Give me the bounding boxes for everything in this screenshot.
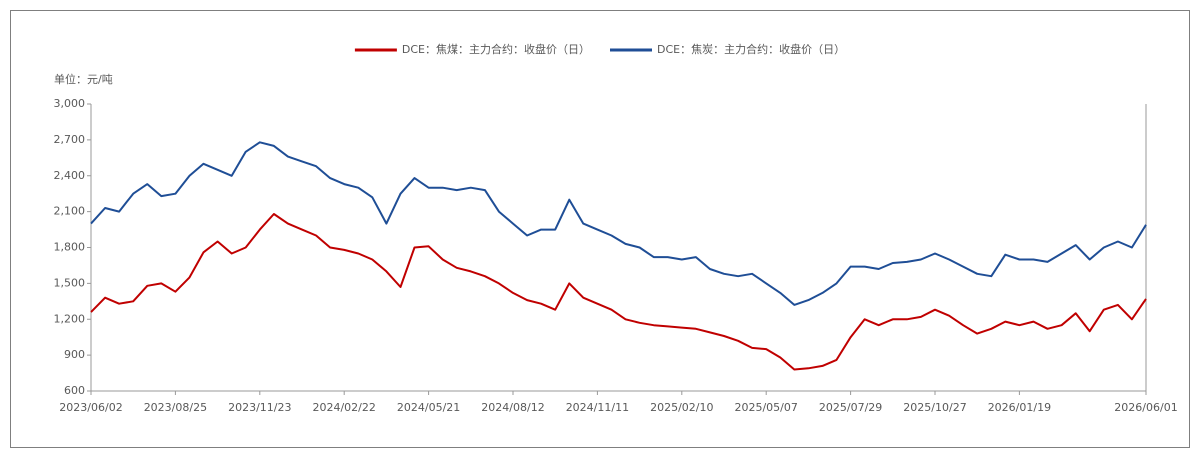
y-tick-label: 1,800 <box>54 241 86 254</box>
x-tick-label: 2025/02/10 <box>650 401 713 414</box>
x-tick-label: 2024/11/11 <box>566 401 629 414</box>
x-tick-label: 2023/06/02 <box>59 401 122 414</box>
x-tick-label: 2023/08/25 <box>144 401 207 414</box>
y-tick-label: 900 <box>64 348 85 361</box>
x-tick-label: 2025/05/07 <box>734 401 797 414</box>
y-tick-label: 1,200 <box>54 312 86 325</box>
x-tick-label: 2024/02/22 <box>312 401 375 414</box>
legend-label: DCE：焦煤：主力合约：收盘价（日） <box>402 42 590 56</box>
series-line <box>90 141 1147 306</box>
y-tick-label: 600 <box>64 384 85 397</box>
x-tick-label: 2024/08/12 <box>481 401 544 414</box>
series-line <box>90 213 1147 371</box>
x-tick-label: 2023/11/23 <box>228 401 291 414</box>
unit-label: 单位：元/吨 <box>54 72 113 86</box>
x-tick-label: 2026/06/01 <box>1114 401 1177 414</box>
legend-label: DCE：焦炭：主力合约：收盘价（日） <box>657 42 845 56</box>
y-tick-label: 2,700 <box>54 133 86 146</box>
x-tick-label: 2026/01/19 <box>988 401 1051 414</box>
y-tick-label: 3,000 <box>54 97 86 110</box>
y-tick-label: 1,500 <box>54 276 86 289</box>
x-tick-label: 2025/07/29 <box>819 401 882 414</box>
y-tick-label: 2,100 <box>54 205 86 218</box>
x-tick-label: 2025/10/27 <box>903 401 966 414</box>
y-tick-label: 2,400 <box>54 169 86 182</box>
frame <box>10 10 1190 448</box>
x-tick-label: 2024/05/21 <box>397 401 460 414</box>
